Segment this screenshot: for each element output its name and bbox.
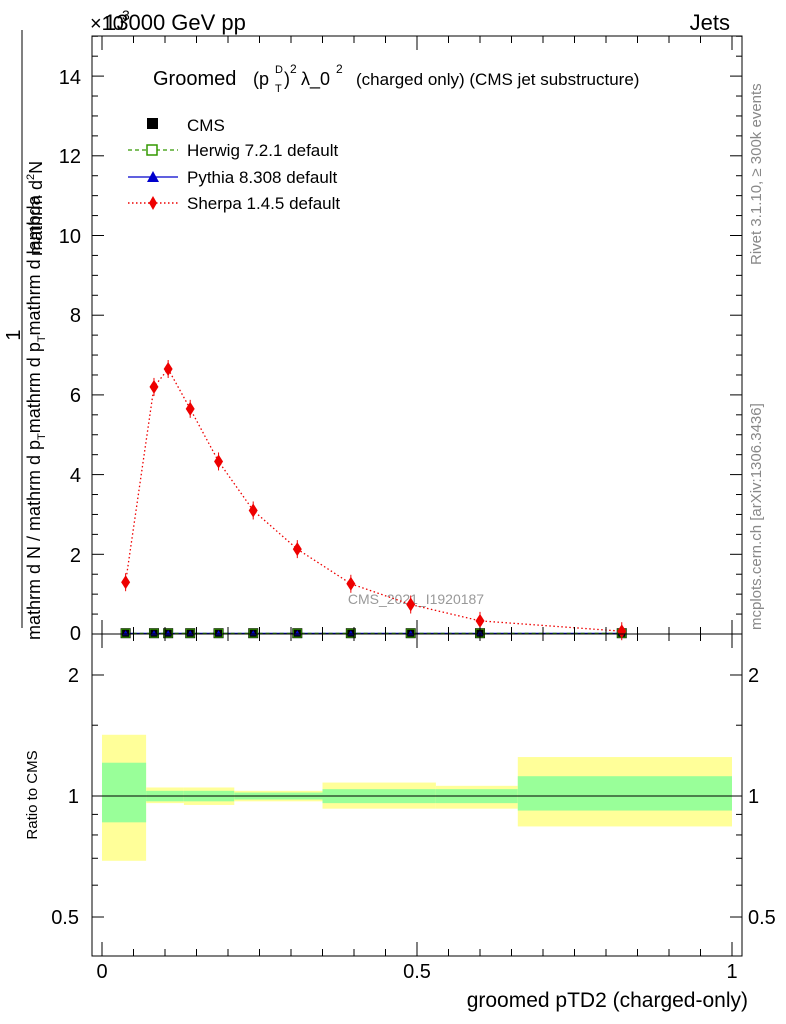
herwig-point — [214, 628, 224, 638]
main-y-ticklabels: 2 4 6 8 10 12 14 0 — [59, 67, 81, 645]
ratio-band-inner — [517, 776, 732, 811]
ratio-y-axis-label: Ratio to CMS — [24, 750, 41, 839]
x-axis-ticks — [101, 36, 733, 956]
sherpa-point — [346, 576, 356, 591]
main-ytick-8: 8 — [70, 305, 81, 327]
main-ytick-2: 2 — [70, 545, 81, 567]
title-p: (p — [253, 69, 269, 89]
energy-label: 13000 GeV pp — [104, 10, 246, 35]
herwig-point — [346, 628, 356, 638]
legend: CMS Herwig 7.2.1 default Pythia 8.308 de… — [128, 116, 340, 213]
sherpa-point — [248, 503, 258, 518]
sherpa-point — [214, 454, 224, 469]
sherpa-point — [406, 597, 416, 612]
ratio-bands — [102, 734, 732, 861]
legend-cms-marker — [147, 118, 158, 129]
herwig-point — [292, 628, 302, 638]
ylabel-d-line: mathrm d N / mathrm d pTmathrm d pTmathr… — [24, 194, 48, 640]
sherpa-point — [475, 613, 485, 628]
main-ytick-14: 14 — [59, 67, 81, 89]
title-suffix: (charged only) (CMS jet substructure) — [356, 70, 639, 89]
herwig-point — [163, 628, 173, 638]
herwig-point — [406, 628, 416, 638]
main-ytick-0: 0 — [70, 623, 81, 645]
main-plot-data — [120, 359, 627, 641]
x-axis-label: groomed pTD2 (charged-only) — [467, 989, 748, 1012]
scale-exponent: 3 — [122, 7, 130, 23]
ratio-ytick-0-5: 0.5 — [51, 907, 79, 929]
sherpa-point — [617, 624, 627, 639]
xtick-1: 1 — [726, 961, 737, 983]
scale-prefix: ×10 — [90, 13, 124, 35]
legend-sherpa-label: Sherpa 1.4.5 default — [187, 194, 340, 213]
title-sup-2b: 2 — [336, 62, 343, 76]
sherpa-point — [292, 542, 302, 557]
plot-title: Groomed (p D T ) 2 λ_0 2 (charged only) … — [153, 62, 639, 95]
ylabel-denominator: mathrm d N / mathrm d pTmathrm d pTmathr… — [24, 194, 48, 640]
main-ytick-6: 6 — [70, 385, 81, 407]
legend-sherpa-marker — [149, 196, 157, 210]
main-ytick-10: 10 — [59, 226, 81, 248]
legend-cms-label: CMS — [187, 116, 225, 135]
title-close: ) — [284, 69, 290, 89]
rivet-label: Rivet 3.1.10, ≥ 300k events — [748, 83, 765, 265]
mcplots-label-group: mcplots.cern.ch [arXiv:1306.3436] — [748, 403, 765, 630]
ylabel-numerator-text: mathrm d2N — [25, 161, 46, 256]
sherpa-point — [121, 575, 131, 590]
ratio-ytick-right-0-5: 0.5 — [748, 907, 776, 929]
xtick-0-5: 0.5 — [403, 961, 431, 983]
ratio-ytick-2: 2 — [68, 665, 79, 687]
ratio-y-axis-label-group: Ratio to CMS — [24, 750, 41, 839]
xtick-0: 0 — [96, 961, 107, 983]
sherpa-series-line — [124, 367, 622, 632]
main-y-axis-label: 1 — [3, 329, 25, 340]
analysis-watermark: CMS_2021_I1920187 — [348, 591, 484, 607]
ratio-ytick-right-1: 1 — [748, 786, 759, 808]
ratio-ytick-1: 1 — [68, 786, 79, 808]
main-ytick-12: 12 — [59, 146, 81, 168]
herwig-point — [185, 628, 195, 638]
title-sup-2: 2 — [290, 62, 297, 76]
rivet-label-group: Rivet 3.1.10, ≥ 300k events — [748, 83, 765, 265]
title-prefix: Groomed — [153, 68, 236, 90]
process-label: Jets — [690, 10, 730, 35]
main-ytick-4: 4 — [70, 465, 81, 487]
ratio-ytick-right-2: 2 — [748, 665, 759, 687]
title-lambda: λ_0 — [301, 69, 330, 90]
herwig-point — [248, 628, 258, 638]
sherpa-point — [149, 379, 159, 394]
legend-herwig-label: Herwig 7.2.1 default — [187, 141, 338, 160]
mcplots-label: mcplots.cern.ch [arXiv:1306.3436] — [748, 403, 765, 630]
ratio-y-ticks — [92, 674, 742, 918]
ylabel-numerator-1: 1 — [3, 329, 25, 340]
sherpa-point — [185, 401, 195, 416]
title-sup-d: D — [275, 64, 283, 76]
herwig-point — [121, 628, 131, 638]
ratio-y-ticklabels: 0.5 1 2 0.5 1 2 — [51, 665, 776, 929]
legend-pythia-marker — [147, 171, 159, 182]
legend-pythia-label: Pythia 8.308 default — [187, 168, 338, 187]
sherpa-point — [163, 361, 173, 376]
title-sub-t: T — [275, 83, 282, 95]
legend-herwig-marker — [146, 144, 158, 156]
ratio-band-inner — [102, 762, 147, 823]
herwig-point — [149, 628, 159, 638]
ylabel-numerator: mathrm d2N — [25, 161, 46, 256]
